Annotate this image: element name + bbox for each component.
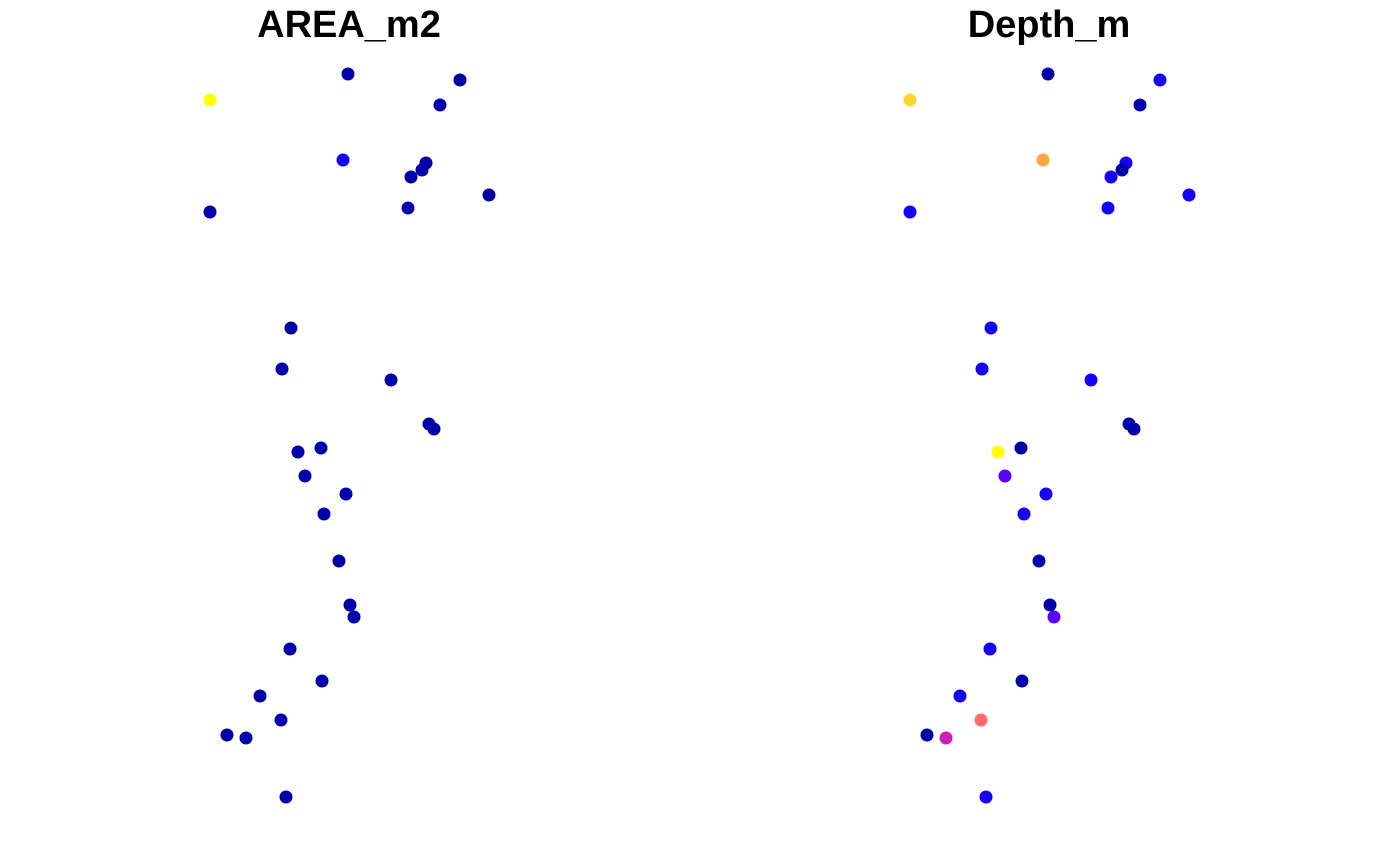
- data-point: [220, 728, 234, 742]
- data-point: [253, 689, 267, 703]
- point-layer: [203, 67, 496, 804]
- data-point: [1032, 554, 1046, 568]
- data-point: [1115, 163, 1129, 177]
- data-point: [953, 689, 967, 703]
- data-point: [433, 98, 447, 112]
- data-point: [1153, 73, 1167, 87]
- data-point: [1133, 98, 1147, 112]
- point-layer: [903, 67, 1196, 804]
- data-point: [332, 554, 346, 568]
- data-point: [1084, 373, 1098, 387]
- data-point: [903, 205, 917, 219]
- data-point: [1014, 441, 1028, 455]
- data-point: [979, 790, 993, 804]
- panel-area-m2: AREA_m2: [203, 4, 496, 804]
- data-point: [203, 93, 217, 107]
- panel-depth-m: Depth_m: [903, 4, 1196, 804]
- data-point: [291, 445, 305, 459]
- data-point: [983, 642, 997, 656]
- data-point: [974, 713, 988, 727]
- data-point: [1047, 610, 1061, 624]
- data-point: [343, 598, 357, 612]
- data-point: [314, 441, 328, 455]
- data-point: [1182, 188, 1196, 202]
- data-point: [1015, 674, 1029, 688]
- data-point: [298, 469, 312, 483]
- data-point: [939, 731, 953, 745]
- data-point: [1041, 67, 1055, 81]
- data-point: [336, 153, 350, 167]
- data-point: [274, 713, 288, 727]
- data-point: [1039, 487, 1053, 501]
- data-point: [275, 362, 289, 376]
- data-point: [239, 731, 253, 745]
- data-point: [991, 445, 1005, 459]
- data-point: [1036, 153, 1050, 167]
- data-point: [998, 469, 1012, 483]
- data-point: [920, 728, 934, 742]
- data-point: [427, 422, 441, 436]
- data-point: [903, 93, 917, 107]
- data-point: [1017, 507, 1031, 521]
- data-point: [384, 373, 398, 387]
- data-point: [975, 362, 989, 376]
- data-point: [404, 170, 418, 184]
- data-point: [1104, 170, 1118, 184]
- data-point: [283, 642, 297, 656]
- data-point: [317, 507, 331, 521]
- data-point: [415, 163, 429, 177]
- data-point: [453, 73, 467, 87]
- data-point: [315, 674, 329, 688]
- data-point: [339, 487, 353, 501]
- data-point: [341, 67, 355, 81]
- data-point: [1127, 422, 1141, 436]
- data-point: [482, 188, 496, 202]
- data-point: [401, 201, 415, 215]
- data-point: [279, 790, 293, 804]
- data-point: [203, 205, 217, 219]
- data-point: [984, 321, 998, 335]
- data-point: [1101, 201, 1115, 215]
- data-point: [284, 321, 298, 335]
- panel-title: AREA_m2: [257, 4, 441, 46]
- data-point: [1043, 598, 1057, 612]
- panel-title: Depth_m: [968, 4, 1131, 46]
- data-point: [347, 610, 361, 624]
